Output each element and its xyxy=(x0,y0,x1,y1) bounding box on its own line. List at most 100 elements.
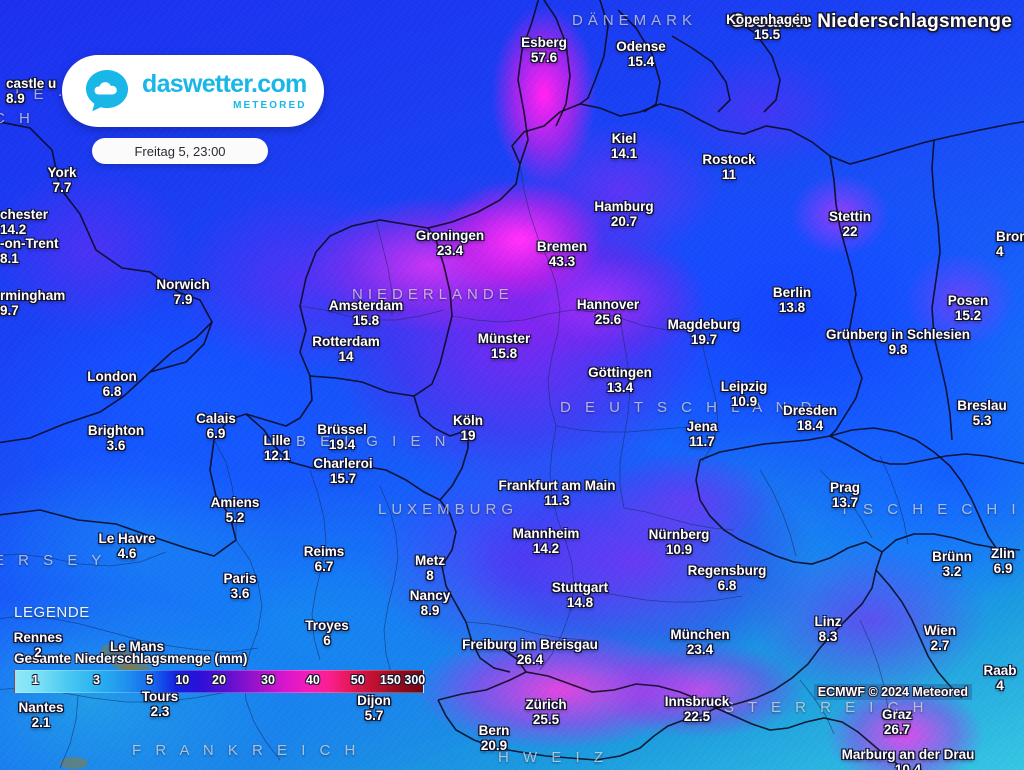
city-label-nancy: Nancy 8.9 xyxy=(410,588,451,618)
city-name: Le Mans xyxy=(109,639,165,654)
city-value: 15.4 xyxy=(627,54,655,70)
city-label-bruenn: Brünn 3.2 xyxy=(932,549,972,579)
city-label-rotterdam: Rotterdam 14 xyxy=(312,334,380,364)
city-name: Graz xyxy=(881,707,913,722)
city-value: 6 xyxy=(323,633,331,649)
city-name: Stuttgart xyxy=(551,580,609,595)
city-value: 4.6 xyxy=(117,546,137,562)
map-title: Gesamte Niederschlagsmenge xyxy=(730,11,1012,32)
city-name: Bern xyxy=(478,723,510,738)
city-label-paris: Paris 3.6 xyxy=(223,571,256,601)
city-name: Posen xyxy=(947,293,989,308)
city-label-stoke-on-trent: -on-Trent 8.1 xyxy=(0,236,59,266)
daswetter-logo[interactable]: daswetter.com METEORED xyxy=(62,55,324,127)
city-label-bern: Bern 20.9 xyxy=(479,723,510,753)
city-name: Marburg an der Drau xyxy=(841,747,975,762)
city-name: Reims xyxy=(303,544,345,559)
city-name: Esberg xyxy=(521,35,567,50)
city-name: Metz xyxy=(415,553,445,568)
city-value: 8.9 xyxy=(420,603,440,619)
city-value: 5.3 xyxy=(972,413,992,429)
legend-colorbar[interactable]: 1 3 5 10 20 30 40 50 150 300 xyxy=(14,670,425,693)
logo-sub-text: METEORED xyxy=(233,99,307,111)
city-value: 7.9 xyxy=(173,292,193,308)
legend-tick-1: 1 xyxy=(31,673,39,687)
city-value: 6.8 xyxy=(102,384,122,400)
city-label-manchester: chester 14.2 xyxy=(0,207,48,237)
city-label-dresden: Dresden 18.4 xyxy=(783,403,837,433)
city-label-prag: Prag 13.7 xyxy=(830,480,860,510)
city-value: 11 xyxy=(721,167,737,183)
city-name: Münster xyxy=(477,331,531,346)
city-value: 13.8 xyxy=(778,300,806,316)
city-value: 26.4 xyxy=(516,652,544,668)
city-value: 6.7 xyxy=(314,559,334,575)
city-name: Köln xyxy=(453,413,483,428)
city-label-marburg-an-der-drau: Marburg an der Drau 10.4 xyxy=(842,747,975,770)
attribution-label: ECMWF © 2024 Meteored xyxy=(813,684,972,700)
city-value: 43.3 xyxy=(548,254,576,270)
city-label-regensburg: Regensburg 6.8 xyxy=(688,563,767,593)
terrain-patch xyxy=(60,757,88,769)
city-value: 10.4 xyxy=(894,762,922,770)
city-name: Kiel xyxy=(611,131,637,146)
city-value: 15.5 xyxy=(753,27,781,43)
city-name: Groningen xyxy=(415,228,485,243)
city-name: Leipzig xyxy=(720,379,768,394)
city-label-bremen: Bremen 43.3 xyxy=(537,239,587,269)
city-label-linz: Linz 8.3 xyxy=(815,614,842,644)
city-label-amsterdam: Amsterdam 15.8 xyxy=(329,298,403,328)
city-name: Göttingen xyxy=(588,365,652,380)
legend-tick-30: 30 xyxy=(261,673,275,687)
city-name: Grünberg in Schlesien xyxy=(825,327,971,342)
city-name: Tours xyxy=(141,689,179,704)
city-label-hamburg: Hamburg 20.7 xyxy=(594,199,653,229)
city-value: 2.1 xyxy=(31,715,51,731)
city-label-york: York 7.7 xyxy=(47,165,76,195)
city-name: Paris xyxy=(223,571,257,586)
city-name: Rostock xyxy=(702,152,756,167)
city-value: 4 xyxy=(996,244,1004,260)
city-name: Bremen xyxy=(536,239,588,254)
city-label-rennes: Rennes 2 xyxy=(14,630,63,660)
city-label-calais: Calais 6.9 xyxy=(196,411,236,441)
logo-brand-text: daswetter.com xyxy=(142,69,307,98)
city-name: Raab xyxy=(983,663,1017,678)
timestamp-badge[interactable]: Freitag 5, 23:00 xyxy=(92,138,268,164)
city-name: Odense xyxy=(616,39,666,54)
city-name: Innsbruck xyxy=(664,694,730,709)
city-value: 8 xyxy=(426,568,434,584)
city-label-dijon: Dijon 5.7 xyxy=(357,693,391,723)
city-name: Stettin xyxy=(829,209,871,224)
city-value: 6.8 xyxy=(717,578,737,594)
city-value: 2.3 xyxy=(150,704,170,720)
city-label-birmingham: rmingham 9.7 xyxy=(0,288,65,318)
city-name: Hamburg xyxy=(594,199,654,214)
city-label-frankfurt-am-main: Frankfurt am Main 11.3 xyxy=(498,478,615,508)
city-value: 14 xyxy=(338,349,354,365)
city-name: Amsterdam xyxy=(328,298,404,313)
legend-tick-20: 20 xyxy=(212,673,226,687)
city-value: 9.7 xyxy=(0,303,19,319)
city-label-london: London 6.8 xyxy=(87,369,136,399)
city-value: 57.6 xyxy=(530,50,558,66)
city-label-breslau: Breslau 5.3 xyxy=(957,398,1007,428)
city-label-metz: Metz 8 xyxy=(415,553,445,583)
city-label-raab: Raab 4 xyxy=(983,663,1016,693)
city-name: rmingham xyxy=(0,288,66,303)
city-label-posen: Posen 15.2 xyxy=(948,293,989,323)
city-name: Prag xyxy=(829,480,861,495)
city-name: Charleroi xyxy=(313,456,373,471)
city-label-freiburg-im-breisgau: Freiburg im Breisgau 26.4 xyxy=(462,637,598,667)
city-label-newcastle-upon-tyne: castle u 8.9 xyxy=(6,76,56,106)
legend-tick-3: 3 xyxy=(93,673,101,687)
city-label-muenster: Münster 15.8 xyxy=(478,331,531,361)
city-name: Dijon xyxy=(357,693,391,708)
city-label-zlin: Zlin 6.9 xyxy=(991,546,1015,576)
city-value: 5.7 xyxy=(364,708,384,724)
city-value: 19.7 xyxy=(690,332,718,348)
city-name: Regensburg xyxy=(687,563,767,578)
city-label-kopenhagen: Kopenhagen 15.5 xyxy=(726,12,808,42)
city-value: 4 xyxy=(996,678,1004,694)
